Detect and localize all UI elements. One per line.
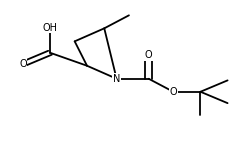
Text: OH: OH <box>42 22 58 32</box>
Text: O: O <box>19 59 27 69</box>
Text: O: O <box>170 87 177 97</box>
Text: N: N <box>113 74 120 84</box>
Text: O: O <box>145 50 153 60</box>
